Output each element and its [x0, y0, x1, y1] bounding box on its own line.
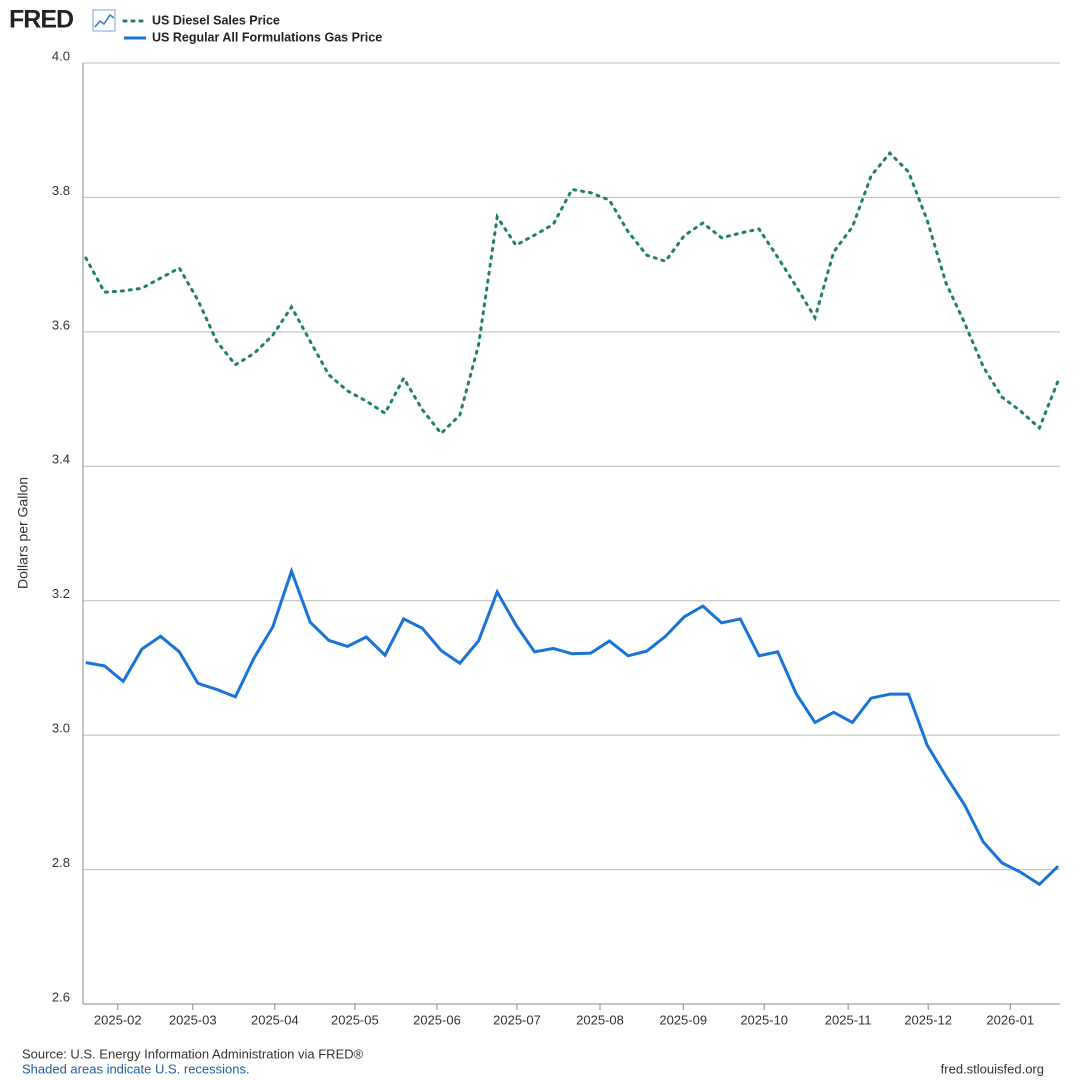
y-tick-label: 3.8: [52, 183, 70, 198]
x-tick-label: 2025-11: [825, 1012, 872, 1027]
x-tick-label: 2025-04: [251, 1012, 299, 1027]
site: fred.stlouisfed.org: [941, 1061, 1044, 1076]
x-tick-label: 2025-06: [413, 1012, 461, 1027]
logo-icon: [92, 9, 116, 32]
legend-label: US Diesel Sales Price: [152, 13, 280, 27]
y-tick-label: 4.0: [52, 48, 70, 63]
source: Source: U.S. Energy Information Administ…: [22, 1046, 364, 1061]
y-tick-label: 3.2: [52, 586, 70, 601]
series-line: [84, 150, 1060, 436]
x-tick-label: 2025-08: [576, 1012, 624, 1027]
x-tick-label: 2025-05: [331, 1012, 379, 1027]
legend-label: US Regular All Formulations Gas Price: [152, 30, 382, 44]
y-tick-label: 2.6: [52, 989, 70, 1004]
y-tick-label: 3.6: [52, 317, 70, 332]
x-tick-label: 2025-03: [169, 1012, 217, 1027]
x-tick-label: 2025-09: [659, 1012, 707, 1027]
y-tick-label: 3.4: [52, 452, 70, 467]
x-tick-label: 2025-10: [740, 1012, 788, 1027]
x-tick-label: 2025-12: [904, 1012, 952, 1027]
y-tick-label: 2.8: [52, 855, 70, 870]
recession-note: Shaded areas indicate U.S. recessions.: [22, 1061, 250, 1076]
series-line: [85, 566, 1060, 887]
x-tick-label: 2025-02: [94, 1012, 142, 1027]
x-tick-label: 2026-01: [986, 1012, 1034, 1027]
y-tick-label: 3.0: [52, 721, 70, 736]
x-tick-label: 2025-07: [493, 1012, 541, 1027]
y-axis-label: Dollars per Gallon: [15, 477, 31, 589]
logo: FRED: [9, 6, 73, 34]
